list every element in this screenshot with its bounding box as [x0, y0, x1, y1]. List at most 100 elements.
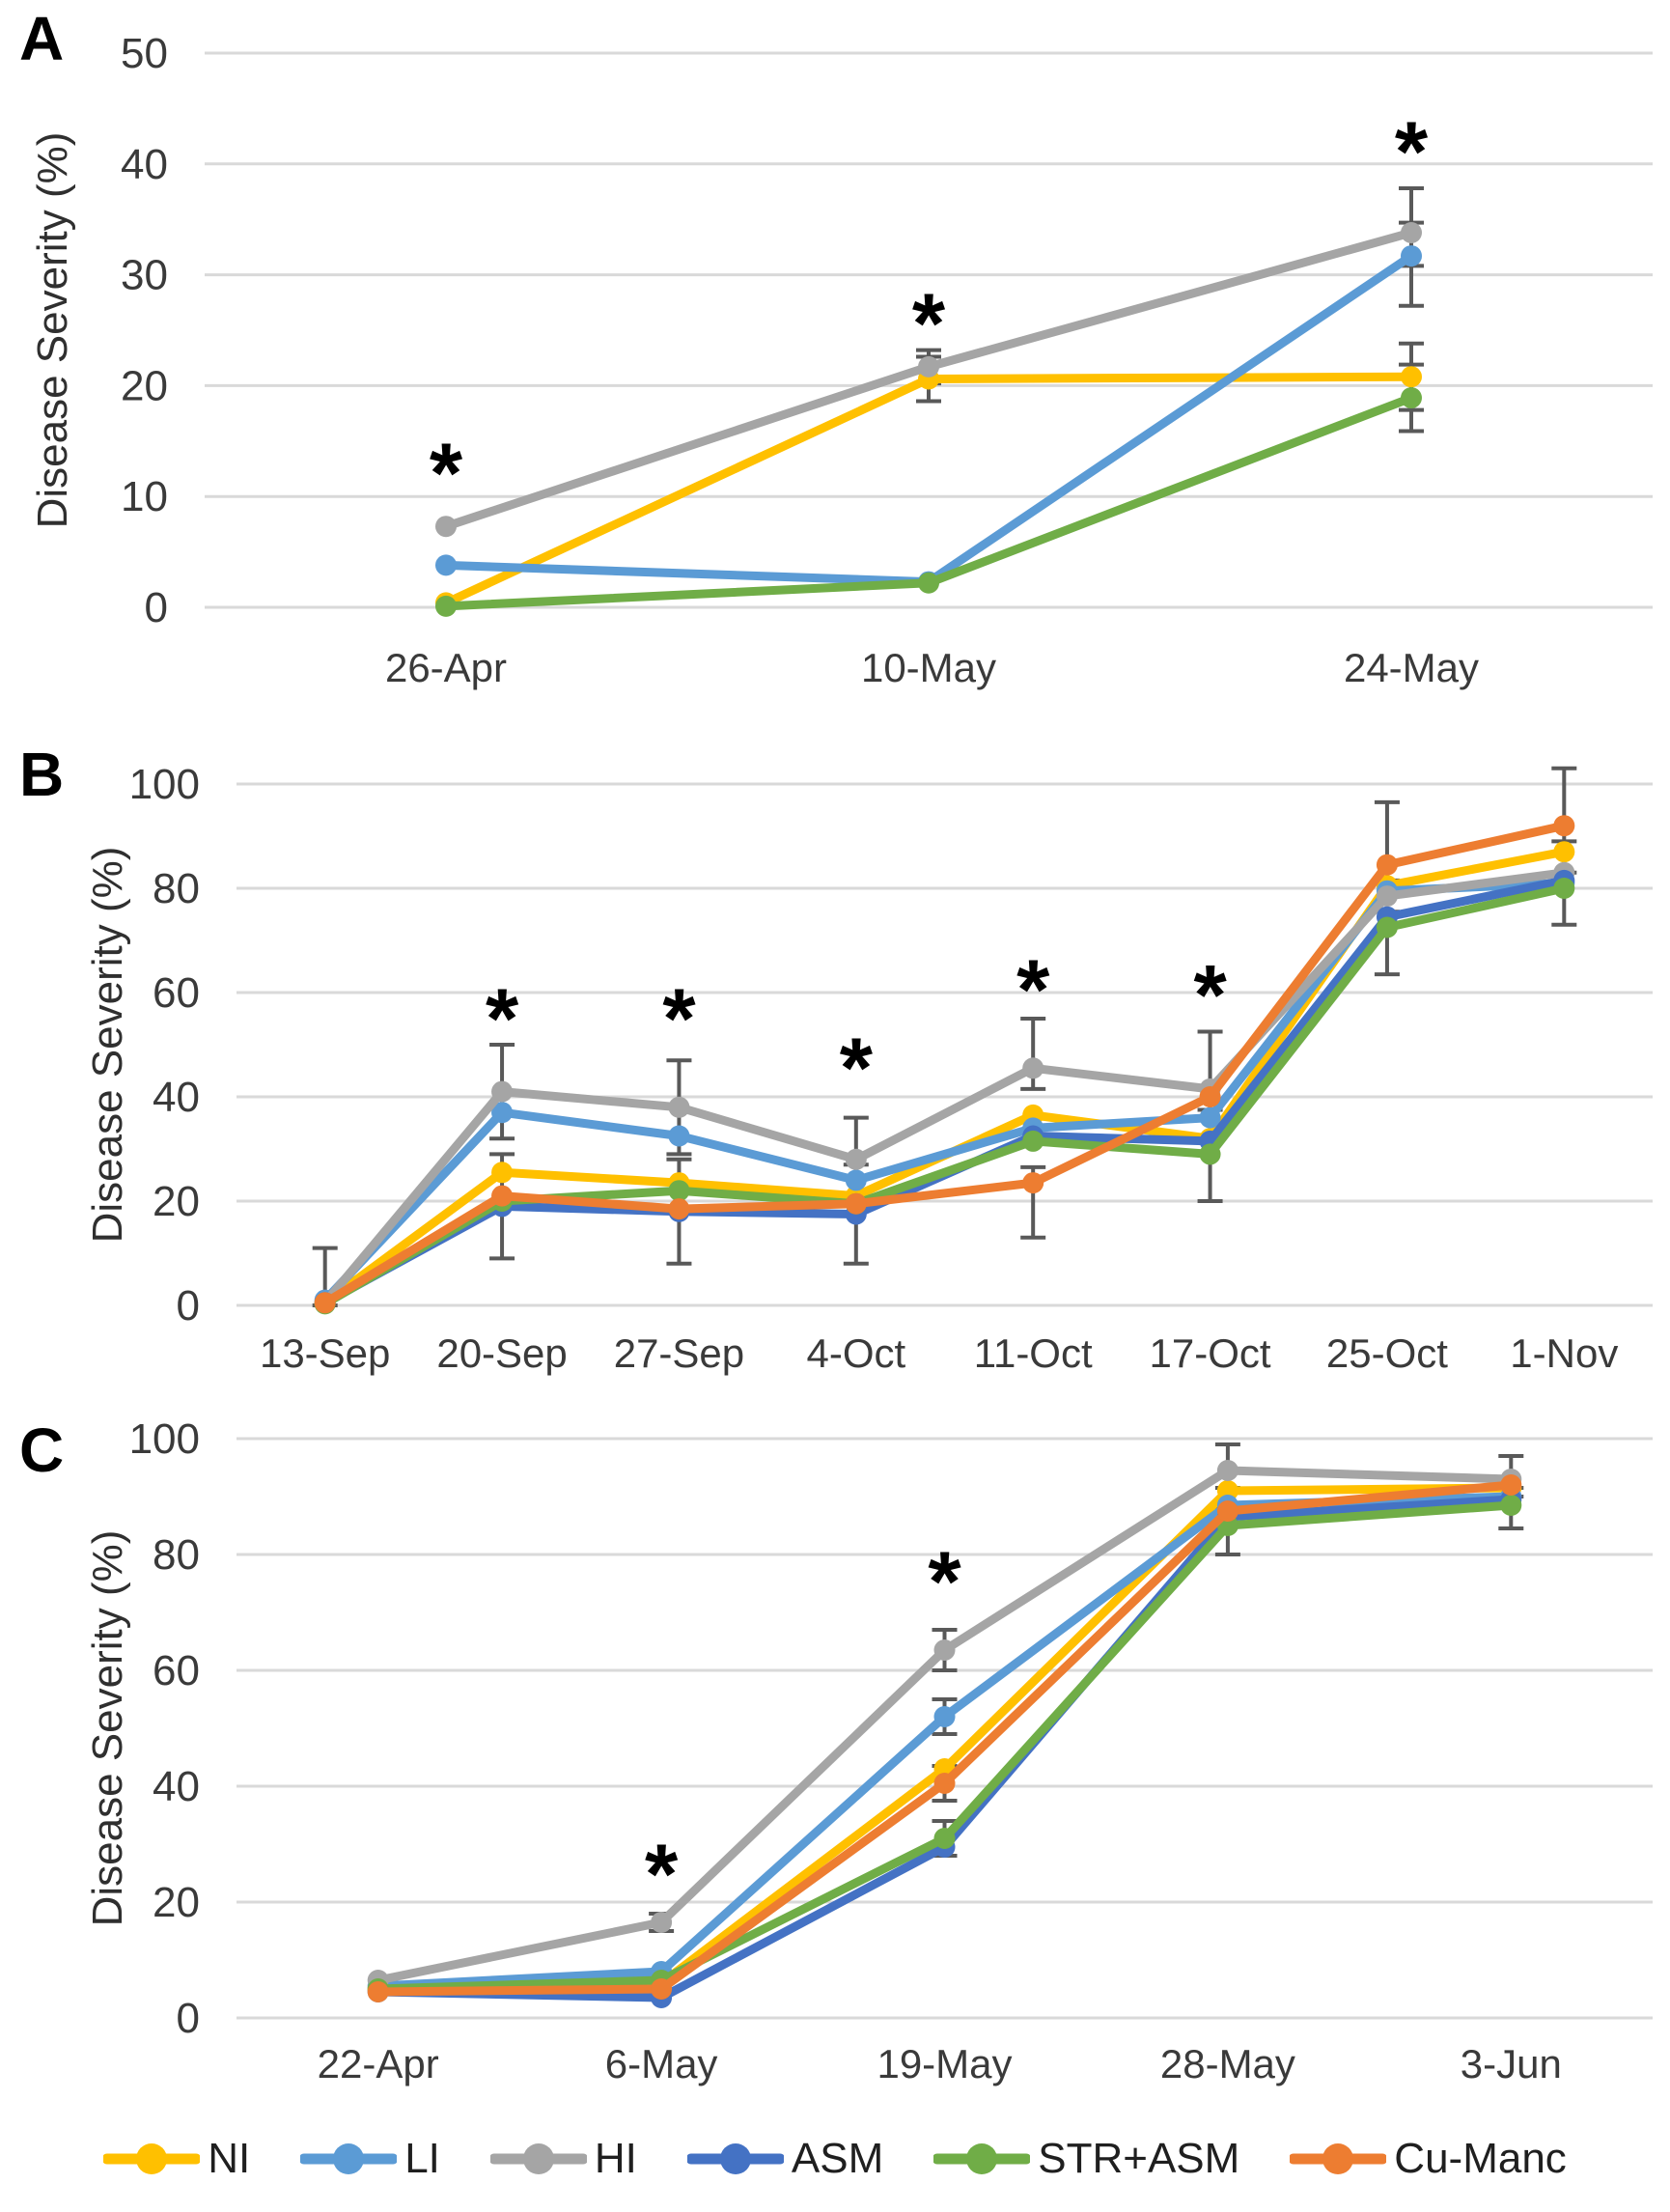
legend-label: NI: [208, 2134, 251, 2182]
y-tick-label: 30: [121, 252, 168, 299]
y-tick-label: 100: [129, 761, 200, 808]
panel-B: B Disease Severity (%) 0 20 40 60 80 100 13-Se…: [0, 714, 1670, 1410]
y-tick-label: 60: [153, 969, 200, 1017]
data-point-marker: [491, 1102, 514, 1124]
data-point-marker: [1199, 1106, 1221, 1129]
legend-label: STR+ASM: [1038, 2134, 1240, 2182]
data-point-marker: [845, 1192, 867, 1215]
data-point-marker: [845, 1169, 867, 1191]
y-tick-label: 40: [153, 1074, 200, 1121]
data-point-marker: [491, 1080, 514, 1103]
data-point-marker: [1500, 1495, 1522, 1516]
x-tick-label: 22-Apr: [318, 2041, 439, 2086]
y-tick-label: 50: [121, 30, 168, 77]
x-tick-label: 3-Jun: [1461, 2041, 1562, 2086]
legend: NI LI HI ASM STR+ASM Cu-Manc: [0, 2105, 1670, 2212]
significance-asterisk: *: [645, 1826, 679, 1921]
significance-asterisk: *: [912, 275, 946, 371]
legend-item: STR+ASM: [933, 2135, 1239, 2183]
data-point-marker: [1401, 221, 1422, 243]
data-point-marker: [1216, 1460, 1239, 1481]
data-point-marker: [1199, 1086, 1221, 1107]
x-tick-label: 24-May: [1344, 645, 1479, 690]
x-tick-label: 11-Oct: [974, 1330, 1093, 1376]
x-tick-label: 27-Sep: [614, 1330, 744, 1376]
y-tick-label: 80: [153, 1531, 200, 1579]
y-tick-label: 0: [177, 1282, 200, 1330]
legend-label: LI: [404, 2134, 440, 2182]
significance-asterisk: *: [1395, 103, 1429, 199]
legend-label: HI: [594, 2134, 637, 2182]
data-point-marker: [1376, 854, 1398, 876]
x-tick-label: 17-Oct: [1150, 1330, 1271, 1376]
data-point-marker: [1401, 387, 1422, 409]
y-tick-label: 100: [129, 1415, 200, 1463]
data-point-marker: [1553, 815, 1575, 837]
data-point-marker: [933, 1639, 956, 1661]
data-point-marker: [435, 595, 457, 617]
x-tick-label: 19-May: [877, 2041, 1012, 2086]
y-tick-label: 20: [153, 1879, 200, 1926]
significance-asterisk: *: [1193, 947, 1227, 1043]
data-point-marker: [1022, 1057, 1044, 1079]
chart-a: 0 10 20 30 40 50 26-Apr 10-May 24-May * * *: [121, 30, 1653, 690]
data-point-marker: [1022, 1130, 1044, 1152]
significance-asterisk: *: [486, 970, 519, 1066]
panel-label-a: A: [19, 4, 65, 73]
legend-marker-icon: [1290, 2142, 1387, 2174]
significance-asterisk: *: [430, 425, 463, 520]
data-point-marker: [435, 516, 457, 538]
data-point-marker: [1022, 1172, 1044, 1194]
data-point-marker: [1500, 1474, 1522, 1496]
data-point-marker: [314, 1292, 336, 1314]
data-point-marker: [1553, 841, 1575, 863]
data-point-marker: [367, 1981, 389, 2002]
legend-item: HI: [489, 2134, 637, 2183]
data-point-marker: [1376, 885, 1398, 908]
legend-label: ASM: [791, 2134, 884, 2182]
series-line: [320, 821, 1569, 1307]
series-HI: [314, 861, 1575, 1314]
data-point-marker: [491, 1185, 514, 1207]
data-point-marker: [933, 1773, 956, 1794]
legend-marker-icon: [686, 2142, 784, 2174]
data-point-marker: [933, 1706, 956, 1727]
legend-item: LI: [300, 2135, 440, 2183]
panel-label-c: C: [19, 1415, 65, 1485]
panel-C: C Disease Severity (%) 0 20 40 60 80 100 22-Ap…: [0, 1410, 1670, 2105]
panel-A: A Disease Severity (%) 0 10 20 30 40 50 26-Apr…: [0, 0, 1670, 714]
data-point-marker: [668, 1096, 690, 1118]
data-point-marker: [918, 572, 939, 594]
data-point-marker: [651, 1978, 673, 2000]
y-tick-label: 0: [145, 584, 168, 631]
y-tick-label: 20: [153, 1178, 200, 1225]
chart-c: 0 20 40 60 80 100 22-Apr 6-May 19-May 28-May 3-Jun…: [129, 1415, 1653, 2086]
data-point-marker: [668, 1125, 690, 1147]
series-HI: [435, 221, 1422, 538]
data-point-marker: [668, 1198, 690, 1220]
significance-asterisk: *: [840, 1020, 874, 1115]
significance-asterisk: *: [928, 1533, 961, 1629]
x-tick-label: 28-May: [1160, 2041, 1295, 2086]
x-tick-label: 6-May: [605, 2041, 718, 2086]
data-point-marker: [845, 1148, 867, 1170]
significance-asterisk: *: [1016, 941, 1050, 1037]
legend-item: NI: [103, 2135, 250, 2183]
y-tick-label: 0: [177, 1995, 200, 2042]
data-point-marker: [651, 1912, 673, 1933]
data-point-marker: [1401, 245, 1422, 267]
x-tick-label: 25-Oct: [1326, 1330, 1448, 1376]
data-point-marker: [668, 1180, 690, 1202]
data-point-marker: [491, 1162, 514, 1184]
x-tick-label: 4-Oct: [806, 1330, 905, 1376]
chart-b: 0 20 40 60 80 100 13-Sep 20-Sep 27-Sep 4-Oct 11-Oc…: [129, 761, 1653, 1376]
data-point-marker: [918, 355, 939, 378]
series-line: [320, 868, 1569, 1307]
x-tick-label: 10-May: [861, 645, 996, 690]
series-STR+ASM: [435, 387, 1422, 617]
series-Cu-Manc: [314, 815, 1575, 1314]
y-tick-label: 80: [153, 865, 200, 912]
data-point-marker: [1376, 916, 1398, 938]
x-tick-label: 20-Sep: [436, 1330, 567, 1376]
